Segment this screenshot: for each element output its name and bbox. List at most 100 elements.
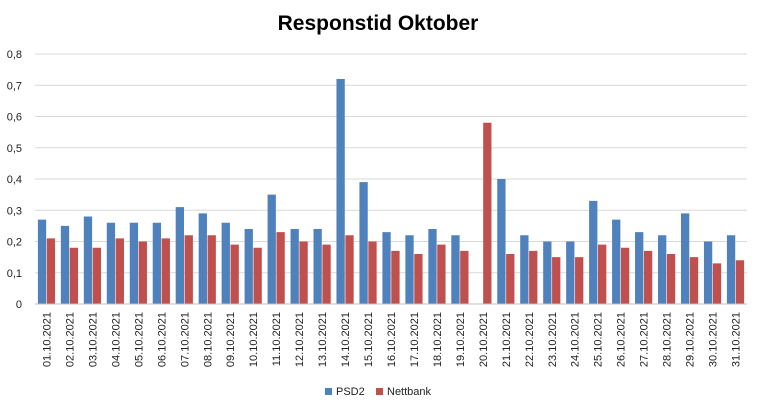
legend-swatch-nettbank [376,388,383,395]
legend-swatch-psd2 [325,388,332,395]
bar-psd2-24.10.2021 [566,241,575,304]
bar-psd2-16.10.2021 [382,232,391,304]
y-tick-label: 0 [16,299,22,311]
x-tick-label: 05.10.2021 [133,312,145,367]
bar-nettbank-29.10.2021 [689,257,699,304]
bar-nettbank-03.10.2021 [92,247,102,304]
bar-psd2-07.10.2021 [175,207,184,304]
bar-nettbank-16.10.2021 [391,250,400,304]
y-axis: 0 0,1 0,2 0,3 0,4 0,5 0,6 0,7 0,8 [7,49,22,311]
bar-nettbank-04.10.2021 [115,238,124,304]
bar-psd2-09.10.2021 [221,222,230,304]
bar-psd2-21.10.2021 [497,179,506,304]
bar-nettbank-21.10.2021 [506,254,515,304]
x-tick-label: 16.10.2021 [386,312,398,367]
bar-nettbank-18.10.2021 [437,244,446,304]
bar-nettbank-12.10.2021 [299,241,308,304]
y-tick-label: 0,2 [7,237,22,249]
bar-nettbank-22.10.2021 [529,250,538,304]
x-tick-label: 14.10.2021 [340,312,352,367]
bar-nettbank-13.10.2021 [322,244,331,304]
x-tick-label: 23.10.2021 [547,312,559,367]
bar-nettbank-30.10.2021 [712,263,722,304]
y-tick-label: 0,6 [7,112,22,124]
x-tick-label: 15.10.2021 [363,312,375,367]
bar-nettbank-17.10.2021 [414,254,423,304]
bar-psd2-02.10.2021 [60,225,70,304]
x-tick-label: 22.10.2021 [524,312,536,367]
bar-psd2-13.10.2021 [313,229,322,304]
y-tick-label: 0,5 [7,143,22,155]
bar-psd2-26.10.2021 [612,219,621,304]
x-tick-label: 24.10.2021 [570,312,582,367]
bar-psd2-14.10.2021 [336,79,345,304]
x-tick-label: 12.10.2021 [294,312,306,367]
bar-nettbank-14.10.2021 [345,235,354,304]
x-tick-label: 17.10.2021 [409,312,421,367]
y-tick-label: 0,8 [7,49,22,61]
bar-nettbank-05.10.2021 [138,241,147,304]
bar-psd2-10.10.2021 [244,229,253,304]
bar-nettbank-31.10.2021 [735,260,745,304]
x-tick-label: 06.10.2021 [156,312,168,367]
bar-psd2-29.10.2021 [680,213,690,304]
x-tick-label: 13.10.2021 [317,312,329,367]
bar-nettbank-09.10.2021 [230,244,239,304]
x-tick-label: 01.10.2021 [41,312,53,367]
bar-nettbank-26.10.2021 [620,247,630,304]
y-tick-label: 0,3 [7,205,22,217]
legend-label-psd2: PSD2 [336,386,365,398]
bar-psd2-04.10.2021 [106,222,116,304]
bar-nettbank-08.10.2021 [207,235,216,304]
chart-title: Responstid Oktober [278,12,479,35]
x-tick-label: 03.10.2021 [87,312,99,367]
x-tick-label: 09.10.2021 [225,312,237,367]
bar-psd2-06.10.2021 [152,222,162,304]
x-tick-label: 20.10.2021 [478,312,490,367]
x-tick-label: 19.10.2021 [455,312,467,367]
bar-psd2-23.10.2021 [543,241,552,304]
x-tick-label: 02.10.2021 [64,312,76,367]
x-tick-label: 26.10.2021 [616,312,628,367]
x-axis: 01.10.2021 02.10.2021 03.10.2021 04.10.2021… [41,312,742,367]
y-tick-label: 0,4 [7,174,22,186]
bar-nettbank-01.10.2021 [46,238,56,304]
x-tick-label: 11.10.2021 [271,312,283,366]
bars [37,79,745,304]
x-tick-label: 30.10.2021 [708,312,720,367]
x-tick-label: 25.10.2021 [593,312,605,367]
x-tick-label: 07.10.2021 [179,312,191,367]
bar-psd2-25.10.2021 [589,200,598,304]
bar-psd2-22.10.2021 [520,235,529,304]
x-tick-label: 29.10.2021 [685,312,697,367]
bar-nettbank-02.10.2021 [69,247,79,304]
x-tick-label: 10.10.2021 [248,312,260,367]
bar-nettbank-10.10.2021 [253,247,262,304]
bar-psd2-11.10.2021 [267,194,276,304]
y-tick-label: 0,7 [7,80,22,92]
legend-label-nettbank: Nettbank [387,386,432,398]
bar-nettbank-25.10.2021 [598,244,607,304]
bar-psd2-12.10.2021 [290,229,299,304]
bar-psd2-30.10.2021 [703,241,713,304]
x-tick-label: 21.10.2021 [501,312,513,367]
bar-nettbank-24.10.2021 [575,257,584,304]
x-tick-label: 28.10.2021 [662,312,674,367]
bar-psd2-18.10.2021 [428,229,437,304]
x-tick-label: 31.10.2021 [731,312,743,367]
bar-nettbank-11.10.2021 [276,232,285,304]
x-tick-label: 27.10.2021 [639,312,651,367]
bar-nettbank-07.10.2021 [184,235,193,304]
bar-psd2-08.10.2021 [198,213,207,304]
bar-psd2-15.10.2021 [359,182,368,304]
x-tick-label: 18.10.2021 [432,312,444,367]
bar-nettbank-15.10.2021 [368,241,377,304]
bar-nettbank-19.10.2021 [460,250,469,304]
bar-psd2-19.10.2021 [451,235,460,304]
bar-psd2-05.10.2021 [129,222,139,304]
y-tick-label: 0,1 [7,268,22,280]
bar-psd2-28.10.2021 [658,235,667,304]
bar-psd2-17.10.2021 [405,235,414,304]
bar-psd2-01.10.2021 [37,219,47,304]
